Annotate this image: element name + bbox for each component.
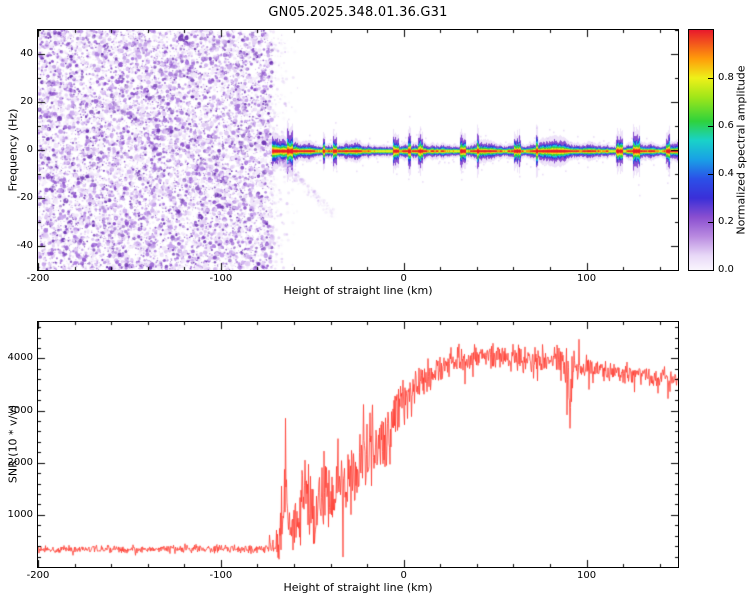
snr-x-tick-label: 0 [400,570,407,581]
spectrogram-y-tick-label: 20 [20,96,33,107]
spectrogram-x-tick-label: 0 [400,273,407,284]
spectrogram-y-tick-label: -20 [16,192,33,203]
spectrogram-xlabel: Height of straight line (km) [283,284,433,297]
colorbar-tick-label: 0.8 [718,72,734,83]
colorbar-tick [708,222,713,223]
spectrogram-canvas [38,30,678,270]
snr-xlabel: Height of straight line (km) [283,581,433,594]
snr-y-tick-label: 3000 [7,404,33,416]
colorbar-tick-label: 0.4 [718,168,734,179]
colorbar [688,29,714,271]
colorbar-tick-label: 0.6 [718,120,734,131]
spectrogram-x-tick-label: -200 [26,273,50,284]
snr-x-tick-label: 100 [577,570,597,581]
colorbar-tick [708,126,713,127]
spectrogram-y-tick-label: -40 [16,240,33,251]
colorbar-tick [708,174,713,175]
snr-y-tick-label: 2000 [7,456,33,468]
snr-y-tick-label: 4000 [7,352,33,364]
spectrogram-x-tick-label: 100 [577,273,597,284]
colorbar-gradient [689,30,713,270]
spectrogram-panel [37,29,679,271]
spectrogram-y-tick-label: 0 [26,144,33,155]
colorbar-label: Normalized spectral amplitude [734,65,748,235]
snr-x-tick-label: -100 [209,570,233,581]
snr-x-tick-label: -200 [26,570,50,581]
colorbar-tick [708,78,713,79]
snr-canvas [38,322,678,567]
snr-y-tick-label: 1000 [7,508,33,520]
colorbar-tick-label: 0.0 [718,264,734,275]
colorbar-tick [708,270,713,271]
colorbar-tick-label: 0.2 [718,216,734,227]
snr-panel [37,321,679,568]
spectrogram-y-tick-label: 40 [20,48,33,59]
snr-ylabel: SNR (10 * v/v) [6,404,20,484]
plot-title: GN05.2025.348.01.36.G31 [268,5,448,20]
spectrogram-x-tick-label: -100 [209,273,233,284]
